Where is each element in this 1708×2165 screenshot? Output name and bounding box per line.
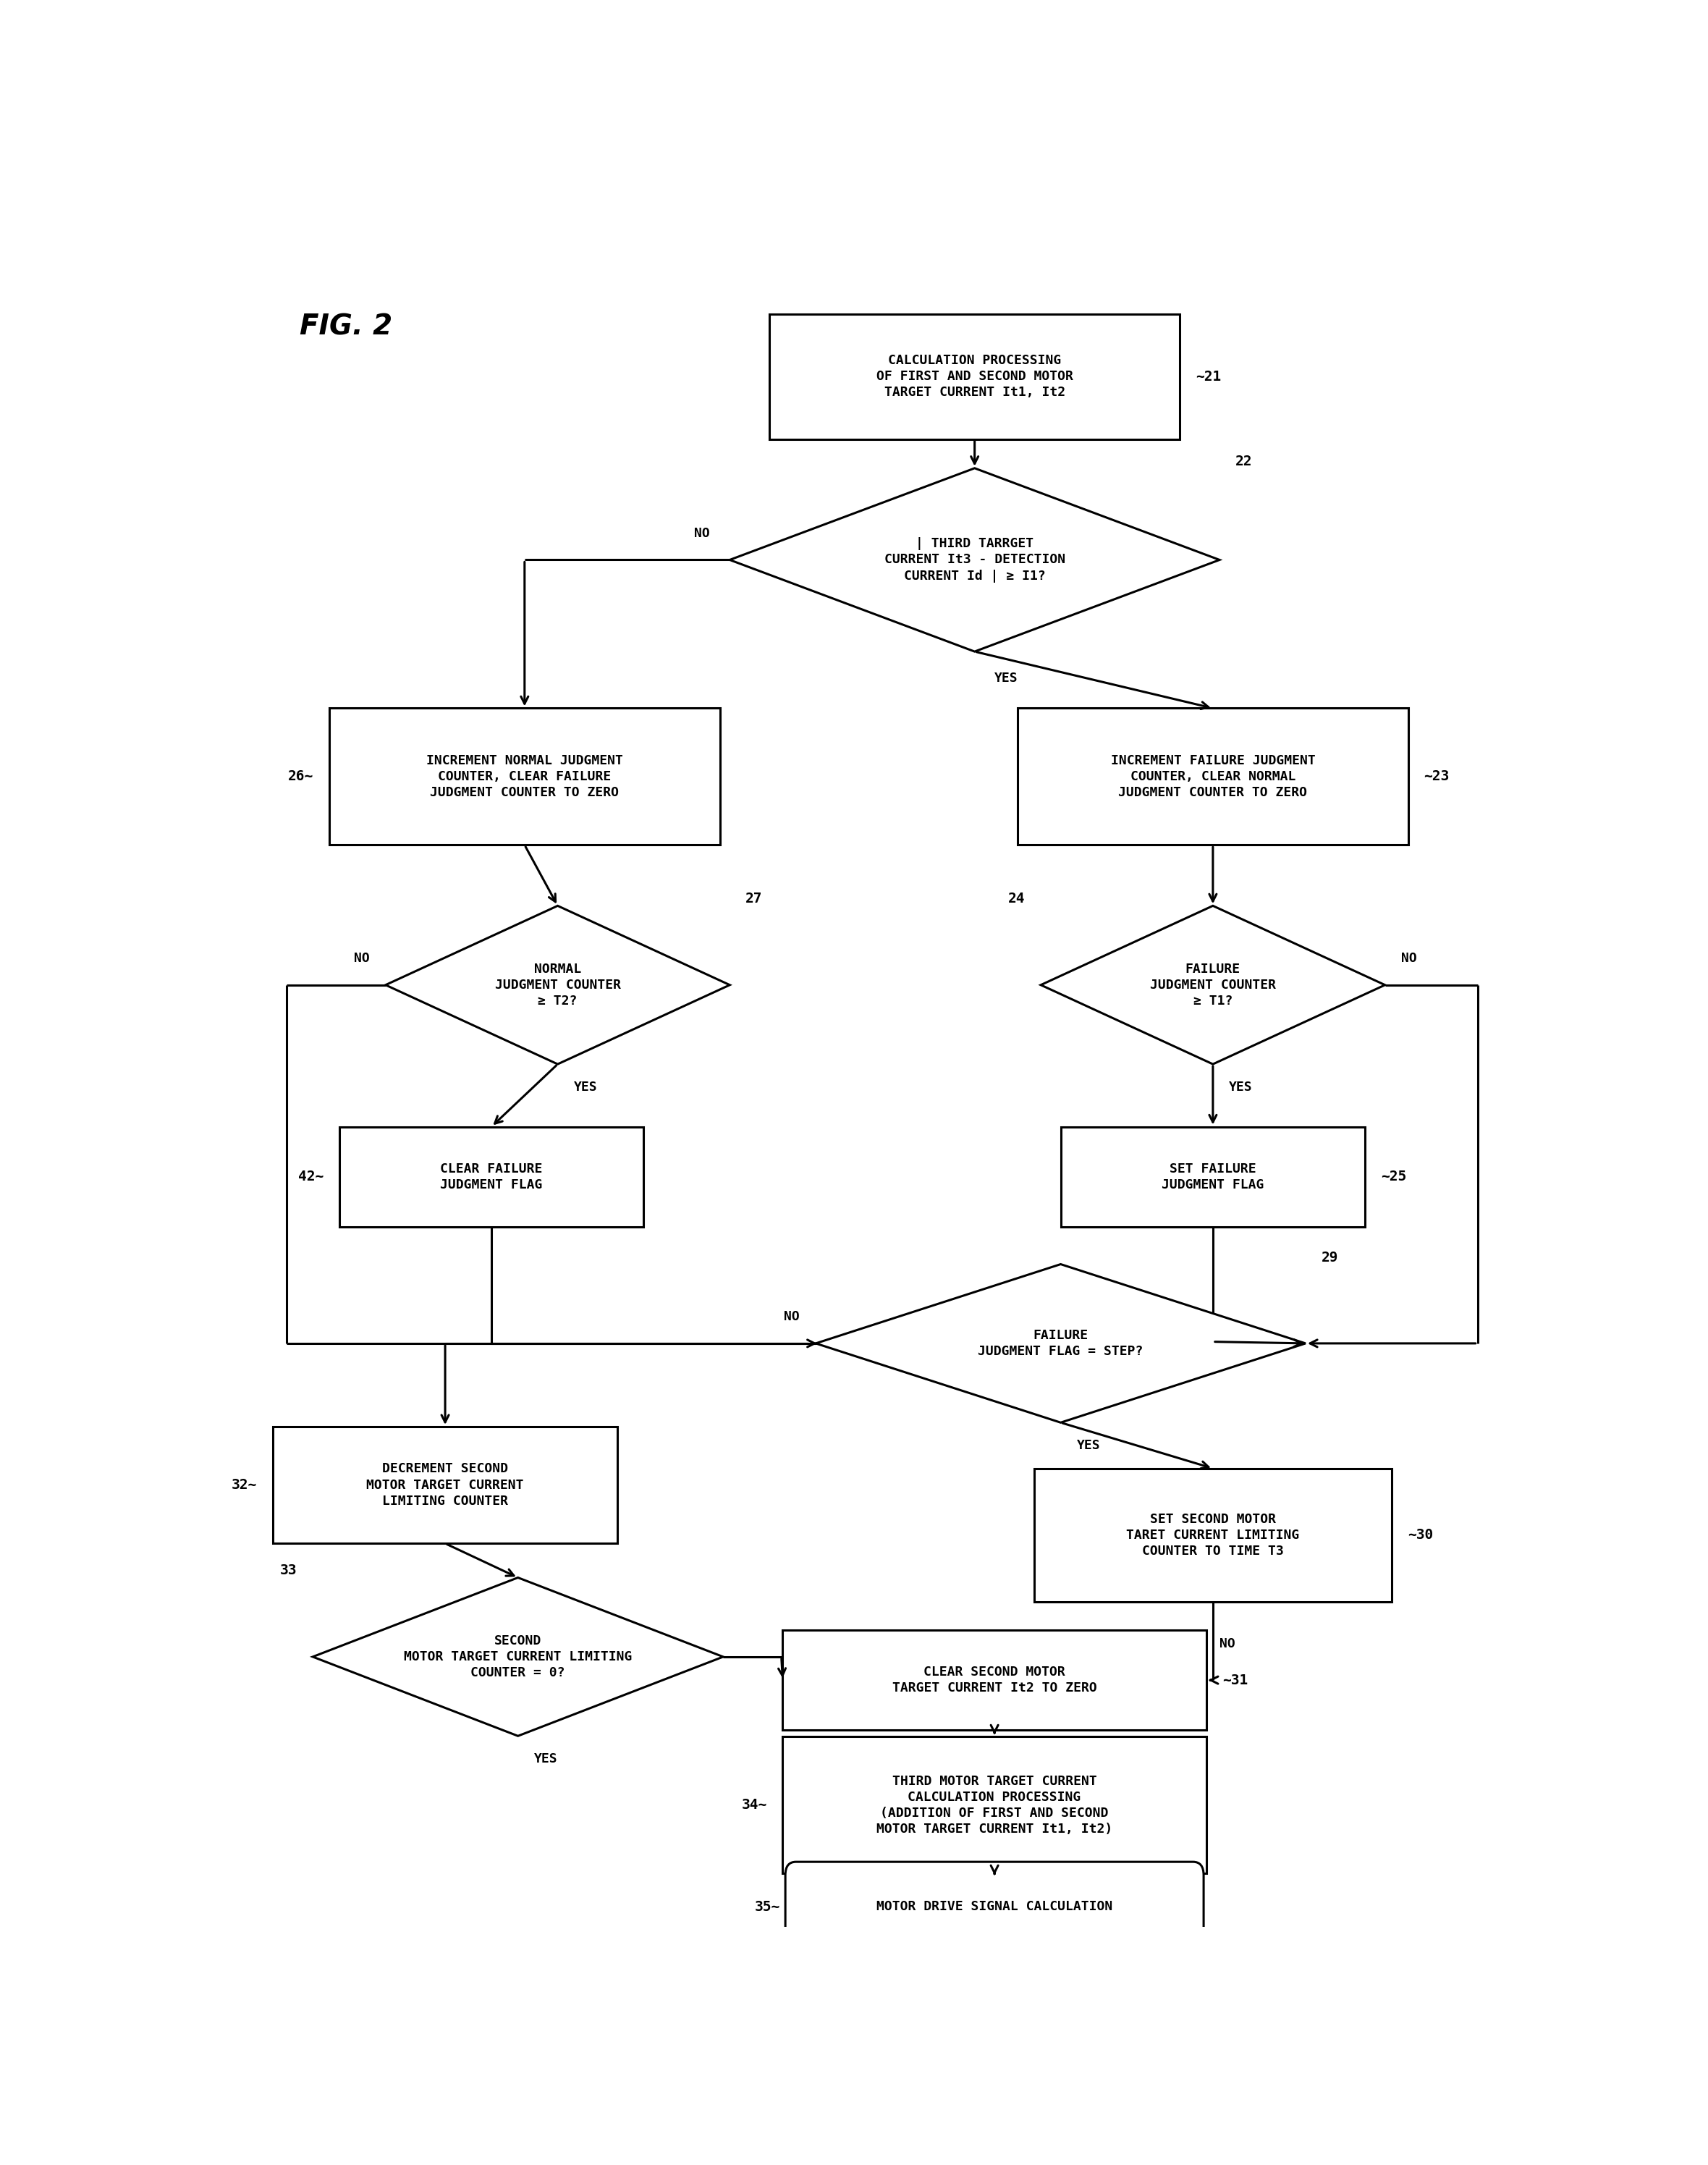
Text: DECREMENT SECOND
MOTOR TARGET CURRENT
LIMITING COUNTER: DECREMENT SECOND MOTOR TARGET CURRENT LI… xyxy=(367,1464,524,1507)
Text: YES: YES xyxy=(574,1080,598,1093)
Bar xyxy=(340,1126,644,1228)
Text: ~30: ~30 xyxy=(1407,1528,1433,1541)
Text: FIG. 2: FIG. 2 xyxy=(299,312,393,340)
Polygon shape xyxy=(386,905,729,1065)
Text: ~23: ~23 xyxy=(1424,771,1450,784)
Text: YES: YES xyxy=(535,1754,557,1767)
Text: CLEAR FAILURE
JUDGMENT FLAG: CLEAR FAILURE JUDGMENT FLAG xyxy=(441,1163,543,1191)
Bar xyxy=(1018,708,1407,844)
Bar xyxy=(1035,1468,1392,1602)
Text: 42~: 42~ xyxy=(297,1169,323,1184)
Text: ~31: ~31 xyxy=(1223,1674,1247,1687)
Text: 29: 29 xyxy=(1322,1251,1339,1264)
Text: ~25: ~25 xyxy=(1382,1169,1406,1184)
Text: SECOND
MOTOR TARGET CURRENT LIMITING
COUNTER = 0?: SECOND MOTOR TARGET CURRENT LIMITING COU… xyxy=(403,1635,632,1680)
Text: 22: 22 xyxy=(1235,455,1252,468)
Text: 26~: 26~ xyxy=(289,771,314,784)
Text: ~21: ~21 xyxy=(1196,370,1221,383)
Bar xyxy=(1061,1126,1365,1228)
Text: SET SECOND MOTOR
TARET CURRENT LIMITING
COUNTER TO TIME T3: SET SECOND MOTOR TARET CURRENT LIMITING … xyxy=(1126,1513,1300,1557)
Polygon shape xyxy=(313,1578,722,1736)
Bar xyxy=(330,708,719,844)
Text: YES: YES xyxy=(1228,1080,1252,1093)
Text: MOTOR DRIVE SIGNAL CALCULATION: MOTOR DRIVE SIGNAL CALCULATION xyxy=(876,1901,1112,1914)
Bar xyxy=(782,1630,1206,1730)
Text: 32~: 32~ xyxy=(232,1479,258,1492)
Text: NO: NO xyxy=(354,953,369,966)
Text: SET FAILURE
JUDGMENT FLAG: SET FAILURE JUDGMENT FLAG xyxy=(1161,1163,1264,1191)
Bar xyxy=(273,1427,617,1544)
Text: FAILURE
JUDGMENT FLAG = STEP?: FAILURE JUDGMENT FLAG = STEP? xyxy=(979,1329,1143,1357)
Text: 35~: 35~ xyxy=(755,1901,781,1914)
Text: THIRD MOTOR TARGET CURRENT
CALCULATION PROCESSING
(ADDITION OF FIRST AND SECOND
: THIRD MOTOR TARGET CURRENT CALCULATION P… xyxy=(876,1775,1112,1836)
Text: 34~: 34~ xyxy=(741,1799,767,1812)
Text: YES: YES xyxy=(994,671,1018,684)
Text: 27: 27 xyxy=(746,892,763,905)
Polygon shape xyxy=(1040,905,1385,1065)
FancyBboxPatch shape xyxy=(786,1862,1204,1953)
Text: CALCULATION PROCESSING
OF FIRST AND SECOND MOTOR
TARGET CURRENT It1, It2: CALCULATION PROCESSING OF FIRST AND SECO… xyxy=(876,353,1073,398)
Text: NO: NO xyxy=(1220,1637,1235,1650)
Text: NO: NO xyxy=(693,526,711,539)
Text: YES: YES xyxy=(1076,1440,1100,1453)
Text: FAILURE
JUDGMENT COUNTER
≥ T1?: FAILURE JUDGMENT COUNTER ≥ T1? xyxy=(1149,963,1276,1007)
Text: | THIRD TARRGET
CURRENT It3 - DETECTION
CURRENT Id | ≥ I1?: | THIRD TARRGET CURRENT It3 - DETECTION … xyxy=(885,537,1066,582)
Text: NO: NO xyxy=(784,1310,799,1323)
Bar xyxy=(769,314,1180,439)
Text: 24: 24 xyxy=(1008,892,1025,905)
Polygon shape xyxy=(729,468,1220,652)
Text: CLEAR SECOND MOTOR
TARGET CURRENT It2 TO ZERO: CLEAR SECOND MOTOR TARGET CURRENT It2 TO… xyxy=(892,1665,1097,1695)
Text: INCREMENT FAILURE JUDGMENT
COUNTER, CLEAR NORMAL
JUDGMENT COUNTER TO ZERO: INCREMENT FAILURE JUDGMENT COUNTER, CLEA… xyxy=(1110,753,1315,799)
Bar xyxy=(782,1736,1206,1873)
Text: 33: 33 xyxy=(280,1563,297,1578)
Polygon shape xyxy=(816,1264,1305,1422)
Text: NORMAL
JUDGMENT COUNTER
≥ T2?: NORMAL JUDGMENT COUNTER ≥ T2? xyxy=(495,963,620,1007)
Text: INCREMENT NORMAL JUDGMENT
COUNTER, CLEAR FAILURE
JUDGMENT COUNTER TO ZERO: INCREMENT NORMAL JUDGMENT COUNTER, CLEAR… xyxy=(427,753,623,799)
Text: NO: NO xyxy=(1401,953,1416,966)
